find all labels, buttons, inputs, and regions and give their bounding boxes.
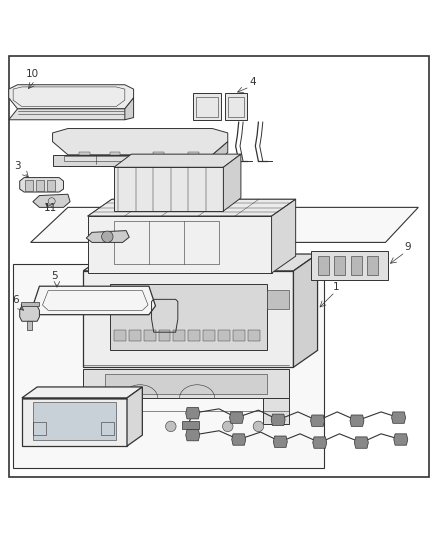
Polygon shape [114, 167, 223, 211]
Polygon shape [22, 387, 142, 398]
Polygon shape [263, 398, 289, 424]
Polygon shape [351, 255, 362, 275]
Polygon shape [233, 330, 245, 341]
Polygon shape [273, 436, 287, 447]
Polygon shape [13, 264, 324, 468]
Polygon shape [27, 321, 32, 330]
Polygon shape [272, 199, 296, 273]
Text: 1: 1 [333, 282, 339, 292]
Polygon shape [188, 152, 199, 155]
Text: 11: 11 [44, 203, 57, 213]
Polygon shape [9, 109, 134, 120]
Polygon shape [218, 330, 230, 341]
Polygon shape [20, 306, 39, 321]
Polygon shape [33, 402, 116, 440]
Circle shape [253, 421, 264, 432]
Polygon shape [36, 180, 44, 191]
Polygon shape [225, 93, 247, 120]
Polygon shape [31, 207, 418, 243]
Circle shape [102, 231, 113, 243]
Polygon shape [212, 142, 228, 166]
Polygon shape [22, 398, 127, 446]
Polygon shape [83, 398, 110, 424]
Text: 10: 10 [25, 69, 39, 79]
Polygon shape [232, 434, 246, 445]
Polygon shape [271, 414, 285, 425]
Polygon shape [354, 437, 368, 448]
Polygon shape [188, 330, 200, 341]
Polygon shape [159, 330, 170, 341]
Polygon shape [127, 387, 142, 446]
Text: 9: 9 [404, 243, 411, 252]
Polygon shape [223, 154, 241, 211]
Polygon shape [350, 415, 364, 426]
Polygon shape [293, 254, 318, 367]
Polygon shape [367, 255, 378, 275]
Polygon shape [334, 255, 345, 275]
Polygon shape [110, 152, 120, 155]
Polygon shape [83, 254, 318, 271]
Polygon shape [153, 152, 164, 155]
Polygon shape [311, 415, 325, 426]
Polygon shape [64, 156, 206, 161]
Polygon shape [110, 284, 267, 350]
Polygon shape [129, 330, 141, 341]
Polygon shape [114, 154, 241, 167]
Polygon shape [88, 216, 272, 273]
Polygon shape [88, 199, 296, 216]
Circle shape [166, 421, 176, 432]
Polygon shape [9, 85, 134, 109]
Text: 6: 6 [12, 295, 19, 305]
Polygon shape [267, 290, 289, 310]
Polygon shape [318, 255, 328, 275]
Polygon shape [86, 231, 129, 243]
Polygon shape [53, 155, 212, 166]
Polygon shape [193, 93, 221, 120]
Polygon shape [105, 374, 267, 393]
Polygon shape [25, 180, 33, 191]
Polygon shape [186, 430, 200, 441]
Polygon shape [83, 369, 289, 398]
Polygon shape [394, 434, 408, 445]
Polygon shape [313, 437, 327, 448]
Polygon shape [182, 421, 199, 430]
Polygon shape [186, 408, 200, 419]
Polygon shape [21, 302, 39, 306]
Polygon shape [125, 98, 134, 120]
Polygon shape [392, 412, 406, 423]
Polygon shape [248, 330, 260, 341]
Polygon shape [83, 271, 293, 367]
Polygon shape [173, 330, 185, 341]
Text: 5: 5 [52, 271, 58, 281]
Text: 3: 3 [14, 161, 21, 172]
Polygon shape [311, 251, 388, 280]
Polygon shape [79, 152, 90, 155]
Polygon shape [47, 180, 55, 191]
Polygon shape [33, 194, 70, 207]
Circle shape [223, 421, 233, 432]
Polygon shape [144, 330, 155, 341]
Circle shape [109, 421, 119, 432]
Polygon shape [203, 330, 215, 341]
Polygon shape [33, 286, 155, 314]
Polygon shape [20, 177, 64, 192]
Text: 4: 4 [250, 77, 256, 87]
Polygon shape [53, 128, 228, 155]
Polygon shape [230, 412, 244, 423]
Polygon shape [114, 330, 126, 341]
